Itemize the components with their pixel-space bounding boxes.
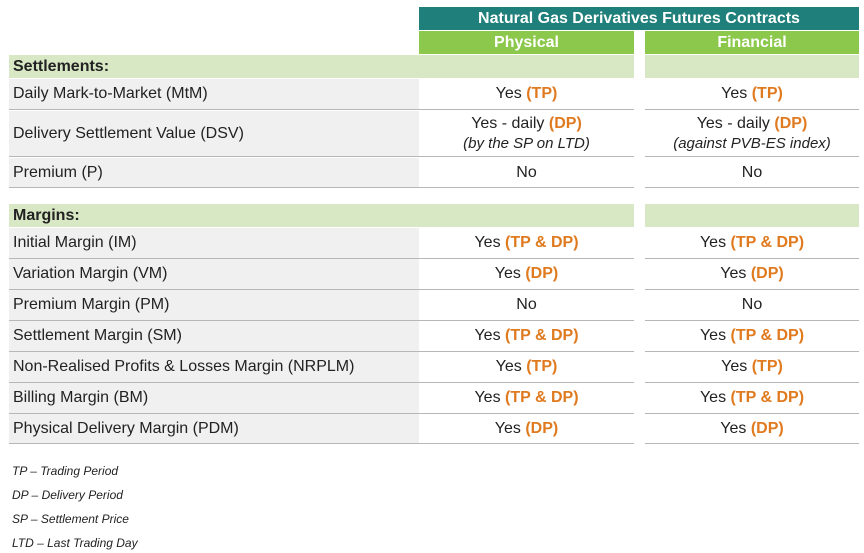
- value-text: No: [516, 296, 537, 313]
- table-row: Billing Margin (BM) Yes (TP & DP) Yes (T…: [9, 383, 859, 414]
- value-period: (TP): [526, 85, 558, 102]
- value-text: Yes - daily: [471, 115, 545, 132]
- value-text: Yes - daily: [696, 115, 770, 132]
- column-header-physical: Physical: [419, 31, 634, 54]
- value-text: Yes: [721, 85, 748, 102]
- financial-value: No: [645, 290, 859, 321]
- table-row: Physical Delivery Margin (PDM) Yes (DP) …: [9, 414, 859, 444]
- value-text: Yes: [495, 85, 522, 102]
- table-row: Premium Margin (PM) No No: [9, 290, 859, 321]
- section-spacer: [645, 204, 859, 227]
- value-text: Yes: [474, 327, 501, 344]
- footnote: LTD – Last Trading Day: [12, 536, 138, 550]
- value-text: No: [741, 296, 763, 313]
- row-label: Daily Mark-to-Market (MtM): [9, 79, 419, 110]
- value-text: Yes: [474, 234, 501, 251]
- physical-value: Yes - daily (DP) (by the SP on LTD): [419, 111, 634, 157]
- section-heading: Margins:: [9, 204, 419, 227]
- section-spacer: [419, 55, 634, 78]
- financial-value: No: [645, 158, 859, 188]
- section-settlements: Settlements:: [9, 55, 859, 78]
- row-label: Premium (P): [9, 158, 419, 188]
- value-note: (against PVB-ES index): [673, 135, 831, 152]
- financial-value: Yes (TP & DP): [645, 383, 859, 414]
- value-period: (DP): [750, 419, 784, 437]
- row-label: Physical Delivery Margin (PDM): [9, 414, 419, 444]
- table-row: Delivery Settlement Value (DSV) Yes - da…: [9, 111, 859, 157]
- value-period: (TP): [751, 358, 783, 375]
- row-label: Variation Margin (VM): [9, 259, 419, 290]
- physical-value: Yes (TP & DP): [419, 228, 634, 259]
- value-text: Yes: [699, 234, 727, 251]
- physical-value: No: [419, 290, 634, 321]
- row-label: Delivery Settlement Value (DSV): [9, 111, 419, 157]
- value-period: (TP & DP): [730, 389, 805, 406]
- financial-value: Yes (TP & DP): [645, 321, 859, 352]
- value-period: (TP): [526, 358, 558, 375]
- value-note: (by the SP on LTD): [463, 135, 590, 152]
- value-period: (TP & DP): [505, 327, 579, 344]
- table-row: Variation Margin (VM) Yes (DP) Yes (DP): [9, 259, 859, 290]
- column-header-financial: Financial: [645, 31, 859, 54]
- footnote: SP – Settlement Price: [12, 512, 129, 526]
- value-period: (DP): [750, 265, 784, 282]
- section-spacer: [419, 204, 634, 227]
- value-text: Yes: [494, 419, 521, 437]
- value-period: (DP): [525, 419, 559, 437]
- row-label: Settlement Margin (SM): [9, 321, 419, 352]
- value-text: Yes: [474, 389, 501, 406]
- table-row: Initial Margin (IM) Yes (TP & DP) Yes (T…: [9, 228, 859, 259]
- value-period: (DP): [774, 115, 808, 132]
- row-label: Premium Margin (PM): [9, 290, 419, 321]
- table-row: Daily Mark-to-Market (MtM) Yes (TP) Yes …: [9, 79, 859, 110]
- value-text: Yes: [720, 265, 747, 282]
- table-row: Settlement Margin (SM) Yes (TP & DP) Yes…: [9, 321, 859, 352]
- value-period: (DP): [548, 115, 582, 132]
- value-text: Yes: [721, 358, 748, 375]
- value-text: Yes: [494, 265, 521, 282]
- value-text: No: [741, 163, 763, 181]
- value-text: Yes: [720, 419, 747, 437]
- physical-value: Yes (DP): [419, 414, 634, 444]
- table-row: Premium (P) No No: [9, 158, 859, 188]
- section-heading: Settlements:: [9, 55, 419, 78]
- row-label: Billing Margin (BM): [9, 383, 419, 414]
- value-period: (TP & DP): [505, 234, 579, 251]
- financial-value: Yes - daily (DP) (against PVB-ES index): [645, 111, 859, 157]
- value-text: Yes: [699, 327, 727, 344]
- financial-value: Yes (TP): [645, 79, 859, 110]
- table-title: Natural Gas Derivatives Futures Contract…: [419, 7, 859, 30]
- value-text: Yes: [495, 358, 522, 375]
- value-text: Yes: [699, 389, 727, 406]
- footnote: DP – Delivery Period: [12, 488, 123, 502]
- financial-value: Yes (DP): [645, 414, 859, 444]
- section-margins: Margins:: [9, 204, 859, 227]
- financial-value: Yes (DP): [645, 259, 859, 290]
- section-spacer: [645, 55, 859, 78]
- table-row: Non-Realised Profits & Losses Margin (NR…: [9, 352, 859, 383]
- physical-value: Yes (TP & DP): [419, 321, 634, 352]
- footnote: TP – Trading Period: [12, 464, 119, 478]
- row-label: Initial Margin (IM): [9, 228, 419, 259]
- physical-value: Yes (DP): [419, 259, 634, 290]
- value-period: (TP & DP): [730, 234, 805, 251]
- physical-value: Yes (TP & DP): [419, 383, 634, 414]
- value-period: (DP): [525, 265, 559, 282]
- financial-value: Yes (TP): [645, 352, 859, 383]
- value-period: (TP & DP): [505, 389, 579, 406]
- row-label: Non-Realised Profits & Losses Margin (NR…: [9, 352, 419, 383]
- financial-value: Yes (TP & DP): [645, 228, 859, 259]
- physical-value: No: [419, 158, 634, 188]
- physical-value: Yes (TP): [419, 79, 634, 110]
- value-period: (TP & DP): [730, 327, 805, 344]
- value-text: No: [516, 163, 537, 181]
- physical-value: Yes (TP): [419, 352, 634, 383]
- value-period: (TP): [751, 85, 783, 102]
